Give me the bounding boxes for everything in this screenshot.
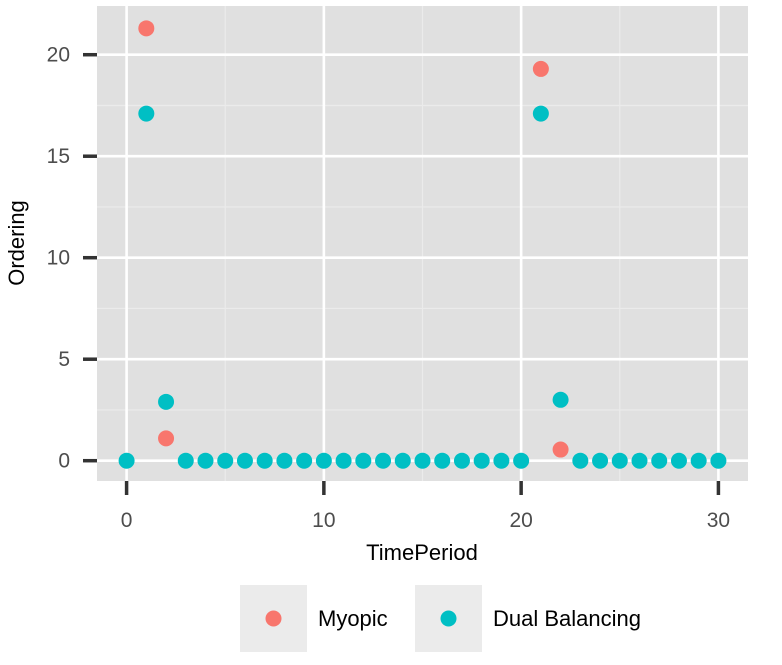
axis-ticks: 0 10 20 30 0 5 10 15 20 (47, 44, 730, 532)
dual-balancing-point (670, 452, 687, 469)
x-tick-label: 0 (121, 509, 133, 532)
x-axis-title: TimePeriod (366, 540, 478, 565)
dual-balancing-point (434, 452, 451, 469)
dual-balancing-point (276, 452, 293, 469)
y-tick-label: 0 (58, 450, 70, 473)
dual-balancing-point (710, 452, 727, 469)
dual-balancing-point (236, 452, 253, 469)
myopic-point (532, 60, 549, 77)
dual-balancing-point (690, 452, 707, 469)
data-points (118, 20, 727, 469)
x-tick-label: 10 (312, 509, 335, 532)
dual-balancing-point (335, 452, 352, 469)
dual-balancing-point (532, 105, 549, 122)
dual-balancing-point (217, 452, 234, 469)
y-tick-label: 20 (47, 44, 70, 67)
dual-balancing-point (493, 452, 510, 469)
dual-balancing-point (355, 452, 372, 469)
legend-key-dot (440, 610, 457, 627)
dual-balancing-point (197, 452, 214, 469)
dual-balancing-point (158, 393, 175, 410)
dual-balancing-point (296, 452, 313, 469)
dual-balancing-point (651, 452, 668, 469)
dual-balancing-point (394, 452, 411, 469)
legend-key-dot (265, 610, 282, 627)
dual-balancing-point (513, 452, 530, 469)
legend-label: Dual Balancing (493, 606, 641, 631)
legend-item-dual-balancing: Dual Balancing (415, 585, 641, 652)
dual-balancing-point (473, 452, 490, 469)
dual-balancing-point (138, 105, 155, 122)
dual-balancing-point (375, 452, 392, 469)
dual-balancing-point (118, 452, 135, 469)
myopic-point (158, 430, 175, 447)
dual-balancing-point (631, 452, 648, 469)
dual-balancing-point (611, 452, 628, 469)
legend-item-myopic: Myopic (240, 585, 388, 652)
legend-label: Myopic (318, 606, 388, 631)
y-axis-title: Ordering (4, 200, 29, 286)
dual-balancing-point (552, 391, 569, 408)
grid-lines (97, 6, 748, 481)
dual-balancing-point (572, 452, 589, 469)
dual-balancing-point (315, 452, 332, 469)
dual-balancing-point (453, 452, 470, 469)
dual-balancing-point (256, 452, 273, 469)
x-tick-label: 30 (707, 509, 730, 532)
myopic-point (552, 441, 569, 458)
y-tick-label: 10 (47, 247, 70, 270)
legend: Myopic Dual Balancing (240, 585, 641, 652)
myopic-point (138, 20, 155, 37)
x-tick-label: 20 (509, 509, 532, 532)
dual-balancing-point (592, 452, 609, 469)
y-tick-label: 5 (58, 348, 70, 371)
dual-balancing-point (414, 452, 431, 469)
dual-balancing-point (177, 452, 194, 469)
y-tick-label: 15 (47, 145, 70, 168)
